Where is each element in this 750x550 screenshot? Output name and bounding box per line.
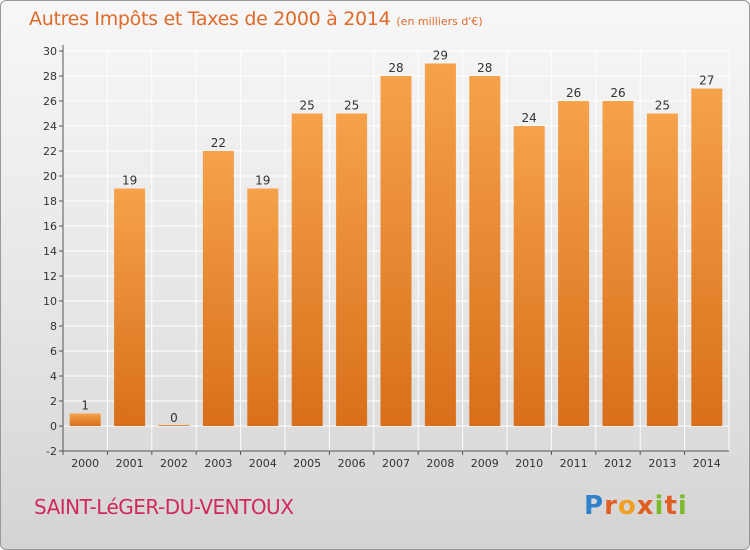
x-tick-label: 2007 <box>382 457 410 470</box>
bar-2008 <box>424 63 456 426</box>
bar-2012 <box>602 101 634 426</box>
y-tick-label: 18 <box>43 195 57 208</box>
x-tick-label: 2013 <box>648 457 676 470</box>
value-label: 19 <box>122 174 137 188</box>
value-label: 26 <box>566 86 581 100</box>
y-tick-label: 10 <box>43 295 57 308</box>
bar-2010 <box>513 126 545 426</box>
y-tick-label: 22 <box>43 145 57 158</box>
logo-letter: P <box>584 491 605 521</box>
x-tick-label: 2005 <box>293 457 321 470</box>
bar-2013 <box>646 113 678 426</box>
x-tick-label: 2009 <box>471 457 499 470</box>
x-tick-label: 2003 <box>204 457 232 470</box>
y-tick-label: 2 <box>50 395 57 408</box>
y-tick-label: 8 <box>50 320 57 333</box>
y-tick-label: 20 <box>43 170 57 183</box>
x-tick-label: 2008 <box>426 457 454 470</box>
x-tick-label: 2011 <box>560 457 588 470</box>
y-tick-label: -2 <box>46 445 57 458</box>
value-label: 25 <box>655 99 670 113</box>
x-tick-label: 2004 <box>249 457 277 470</box>
value-label: 28 <box>388 61 403 75</box>
unit-note: (en milliers d'€) <box>396 15 483 28</box>
bars <box>69 63 723 426</box>
logo-letter: x <box>636 491 655 521</box>
value-label: 25 <box>300 99 315 113</box>
bar-2005 <box>291 113 323 426</box>
y-tick-label: 4 <box>50 370 57 383</box>
bar-2002 <box>158 425 190 426</box>
value-label: 19 <box>255 174 270 188</box>
value-label: 0 <box>170 411 178 425</box>
value-label: 26 <box>610 86 625 100</box>
bar-2011 <box>558 101 590 426</box>
y-tick-label: 6 <box>50 345 57 358</box>
value-label: 27 <box>699 74 714 88</box>
logo-letter: i <box>677 491 688 521</box>
value-label: 22 <box>211 136 226 150</box>
y-tick-label: 24 <box>43 120 57 133</box>
bar-2006 <box>336 113 368 426</box>
logo-letter: o <box>617 491 637 521</box>
x-tick-label: 2000 <box>71 457 99 470</box>
logo-letter: t <box>664 491 678 521</box>
y-tick-label: 0 <box>50 420 57 433</box>
logo-letter: r <box>604 491 618 521</box>
y-tick-label: 30 <box>43 45 57 58</box>
y-tick-label: 14 <box>43 245 57 258</box>
proxiti-logo: Proxiti <box>584 491 688 521</box>
x-tick-label: 2001 <box>116 457 144 470</box>
labels: 1 19 0 22 19 25 25 28 29 28 24 26 26 25 27 <box>81 49 714 426</box>
y-tick-label: 26 <box>43 95 57 108</box>
chart-title: Autres Impôts et Taxes de 2000 à 2014 <box>29 8 391 30</box>
x-tick-label: 2012 <box>604 457 632 470</box>
bar-2009 <box>469 76 501 426</box>
y-tick-label: 16 <box>43 220 57 233</box>
x-tick-label: 2006 <box>338 457 366 470</box>
value-label: 29 <box>433 49 448 63</box>
x-tick-label: 2014 <box>693 457 721 470</box>
title-row: Autres Impôts et Taxes de 2000 à 2014 (en… <box>29 8 483 30</box>
bar-2004 <box>247 188 279 426</box>
bar-2003 <box>202 151 234 426</box>
y-tick-label: 12 <box>43 270 57 283</box>
value-label: 1 <box>81 399 89 413</box>
bar-2007 <box>380 76 412 426</box>
y-tick-label: 28 <box>43 70 57 83</box>
x-tick-label: 2002 <box>160 457 188 470</box>
value-label: 25 <box>344 99 359 113</box>
x-tick-label: 2010 <box>515 457 543 470</box>
commune-name: SAINT-LéGER-DU-VENTOUX <box>34 495 294 519</box>
bar-2014 <box>691 88 723 426</box>
logo-letter: i <box>654 491 665 521</box>
value-label: 24 <box>522 111 537 125</box>
bar-2001 <box>114 188 146 426</box>
bar-2000 <box>69 413 101 426</box>
value-label: 28 <box>477 61 492 75</box>
